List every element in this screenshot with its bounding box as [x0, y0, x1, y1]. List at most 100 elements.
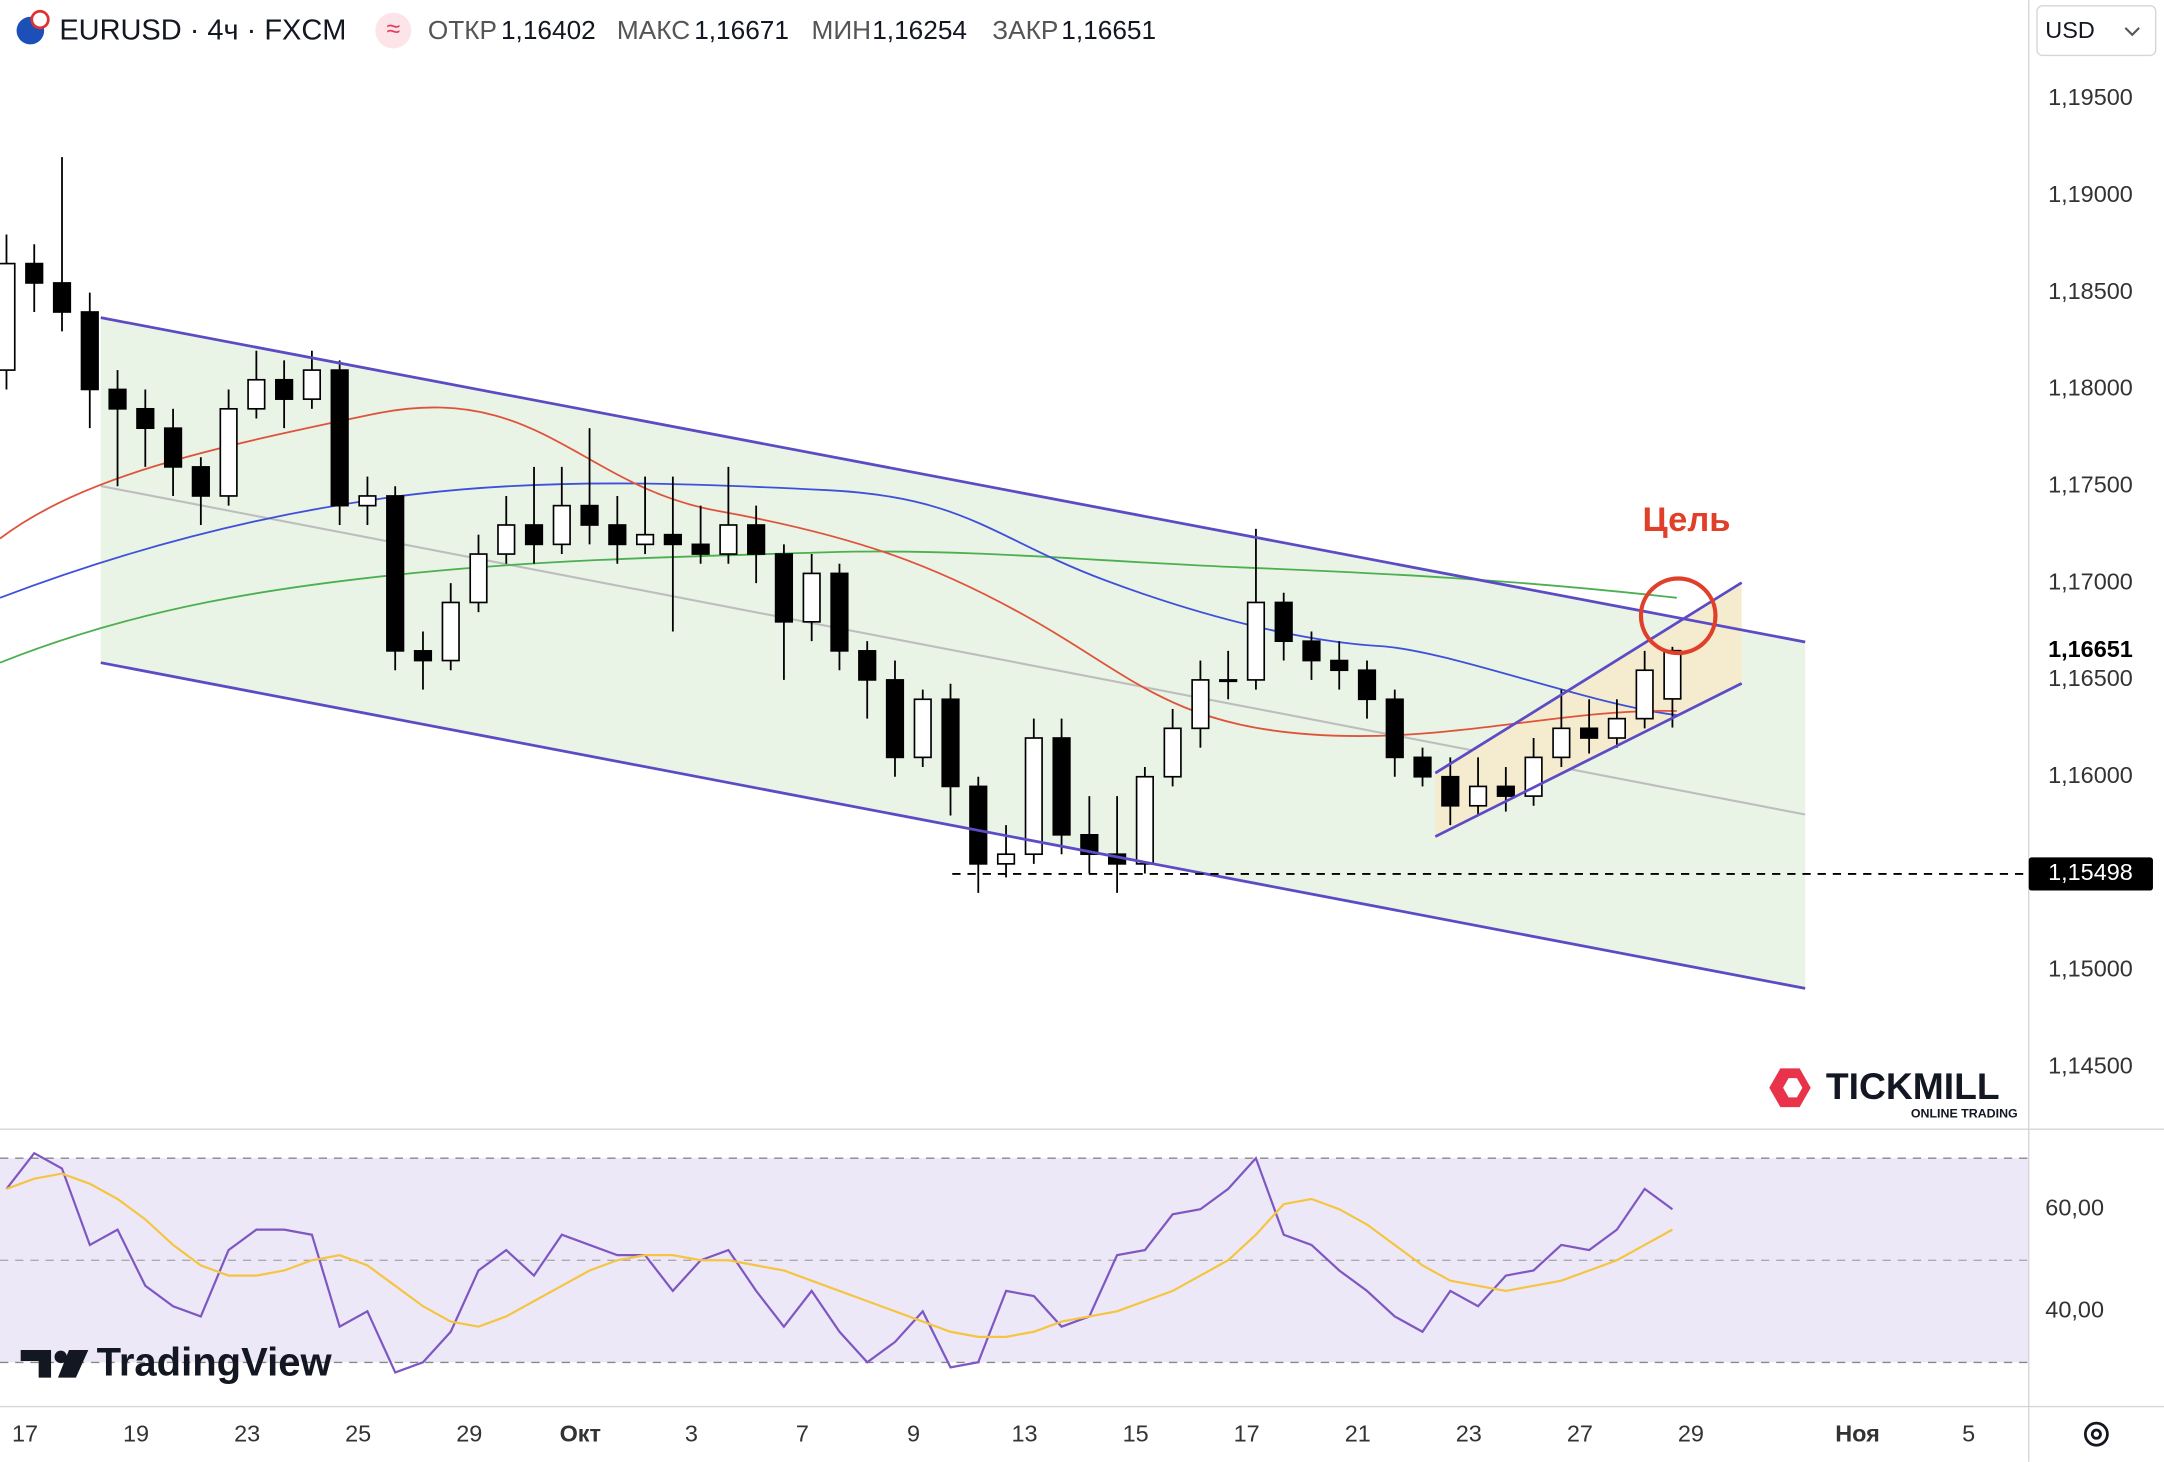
candle-body: [219, 407, 238, 497]
broker-name: TICKMILL: [1826, 1065, 2000, 1107]
candle-body: [80, 311, 99, 391]
candle-body: [1580, 727, 1599, 739]
candle-body: [969, 785, 988, 865]
candle-body: [1302, 640, 1321, 662]
candle-body: [858, 650, 877, 681]
candle-body: [1052, 737, 1071, 836]
candle-body: [191, 466, 210, 497]
ma-red: [0, 406, 1677, 737]
channel-bottom: [100, 661, 1806, 990]
ma-blue: [0, 482, 1677, 717]
target-label: Цель: [1643, 501, 1731, 539]
x-tick-label: 23: [1456, 1421, 1482, 1447]
field-label: ОТКР: [428, 15, 497, 45]
last-price-label: 1,16651: [2048, 636, 2133, 662]
rsi-line: [5, 1151, 1674, 1374]
candle-body: [1607, 717, 1627, 739]
currency[interactable]: USD: [2045, 17, 2095, 43]
x-tick-label: 15: [1123, 1421, 1149, 1447]
y-tick-label: 1,14500: [2048, 1052, 2133, 1078]
candle-body: [497, 524, 516, 555]
x-tick-label: 21: [1345, 1421, 1371, 1447]
x-tick-label: 27: [1567, 1421, 1593, 1447]
candle-body: [747, 524, 766, 555]
x-tick-label: 17: [1234, 1421, 1260, 1447]
channel-top: [100, 316, 1806, 644]
field-label: МАКС: [617, 15, 690, 45]
x-tick-label: Ноя: [1835, 1421, 1880, 1447]
time-axis-panel: [0, 1406, 2164, 1462]
candle-body: [524, 524, 544, 546]
candle-body: [608, 524, 627, 546]
symbol: EURUSD · 4ч · FXCM: [59, 15, 346, 47]
target-circle: [1638, 576, 1718, 656]
candle-body: [1441, 775, 1460, 807]
candle-body: [774, 553, 794, 623]
marks: [0, 157, 1682, 893]
candle-body: [386, 495, 405, 652]
x-tick-label: 9: [907, 1421, 920, 1447]
x-tick-label: 29: [456, 1421, 482, 1447]
currency-select[interactable]: [2036, 5, 2157, 57]
y-tick-label: 1,19500: [2048, 84, 2133, 110]
y-tick-label: 1,19000: [2048, 181, 2133, 207]
currency-chevron[interactable]: [2124, 27, 2140, 37]
price-axis-panel: [2028, 0, 2164, 1462]
candle-body: [580, 504, 599, 526]
platform-logo: [20, 1349, 52, 1378]
candle-body: [1635, 669, 1654, 720]
candle-body: [0, 262, 16, 371]
candle-body: [469, 553, 488, 604]
candle-body: [1219, 679, 1238, 683]
rising-channel-bottom: [1434, 682, 1743, 838]
field-label: МИН: [812, 15, 872, 45]
candle-body: [663, 533, 682, 546]
candle-body: [52, 282, 72, 313]
candle-body: [275, 378, 294, 400]
candle-body: [552, 504, 571, 546]
candle-body: [1663, 649, 1682, 700]
level-tag: [2028, 857, 2153, 891]
candle-body: [136, 407, 155, 430]
platform-name: TradingView: [97, 1341, 333, 1385]
candle-body: [691, 543, 710, 555]
candle-body: [358, 495, 377, 507]
settings-button[interactable]: [2083, 1421, 2109, 1447]
y-tick-label: 1,16000: [2048, 762, 2133, 788]
candle-body: [1135, 775, 1154, 865]
x-tick-label: Окт: [560, 1421, 601, 1447]
field-value: 1,16671: [694, 15, 789, 45]
candle-body: [413, 650, 433, 662]
x-tick-label: 17: [12, 1421, 38, 1447]
rsi-tick-label: 40,00: [2045, 1297, 2104, 1323]
indicator-badge-icon[interactable]: ≈: [387, 16, 401, 43]
y-tick-label: 1,15000: [2048, 956, 2133, 982]
field-value: 1,16254: [872, 15, 967, 45]
candle-body: [1024, 737, 1043, 856]
x-tick-label: 19: [123, 1421, 149, 1447]
candle-body: [635, 533, 655, 546]
candle-body: [719, 524, 738, 555]
indicator-badge[interactable]: [375, 12, 412, 49]
symbol-flag-2: [30, 9, 50, 30]
candle-body: [441, 601, 460, 662]
candle-body: [1385, 698, 1404, 759]
settings-button-center[interactable]: [2090, 1428, 2102, 1440]
y-tick-label: 1,16500: [2048, 665, 2133, 691]
x-tick-label: 7: [796, 1421, 809, 1447]
candle-body: [25, 262, 44, 284]
candle-body: [1191, 679, 1210, 730]
x-tick-label: 3: [685, 1421, 698, 1447]
broker-logo-inner: [1783, 1078, 1803, 1098]
rsi-tick-label: 60,00: [2045, 1194, 2104, 1220]
ma-green: [0, 550, 1677, 664]
field-value: 1,16651: [1061, 15, 1156, 45]
x-tick-label: 29: [1678, 1421, 1704, 1447]
level-label: 1,15498: [2048, 859, 2133, 885]
platform-logo-tail: [57, 1349, 89, 1378]
candle-body: [996, 853, 1016, 865]
rising-channel-top: [1434, 581, 1743, 775]
x-tick-label: 13: [1012, 1421, 1038, 1447]
